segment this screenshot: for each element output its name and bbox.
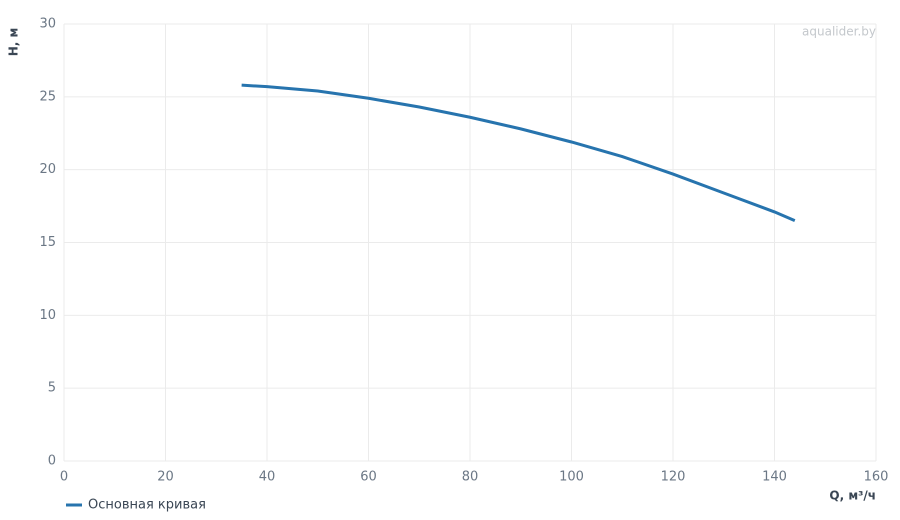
x-axis-label: Q, м³/ч — [829, 489, 876, 503]
x-tick-label: 80 — [462, 470, 479, 485]
y-tick-label: 10 — [39, 308, 56, 323]
x-tick-label: 0 — [60, 470, 68, 485]
watermark: aqualider.by — [802, 25, 876, 39]
x-tick-label: 20 — [157, 470, 174, 485]
x-tick-label: 160 — [864, 470, 889, 485]
y-tick-label: 15 — [39, 235, 56, 250]
x-tick-label: 140 — [762, 470, 787, 485]
y-tick-label: 30 — [39, 17, 56, 32]
x-tick-label: 120 — [661, 470, 686, 485]
y-tick-label: 20 — [39, 162, 56, 177]
y-axis-label: H, м — [7, 28, 21, 57]
x-tick-label: 100 — [559, 470, 584, 485]
data-line — [241, 83, 796, 223]
x-tick-label: 40 — [259, 470, 276, 485]
y-tick-label: 5 — [48, 381, 56, 396]
y-tick-label: 0 — [48, 454, 56, 469]
legend-label: Основная кривая — [88, 498, 206, 513]
y-tick-label: 25 — [39, 89, 56, 104]
x-tick-label: 60 — [360, 470, 377, 485]
